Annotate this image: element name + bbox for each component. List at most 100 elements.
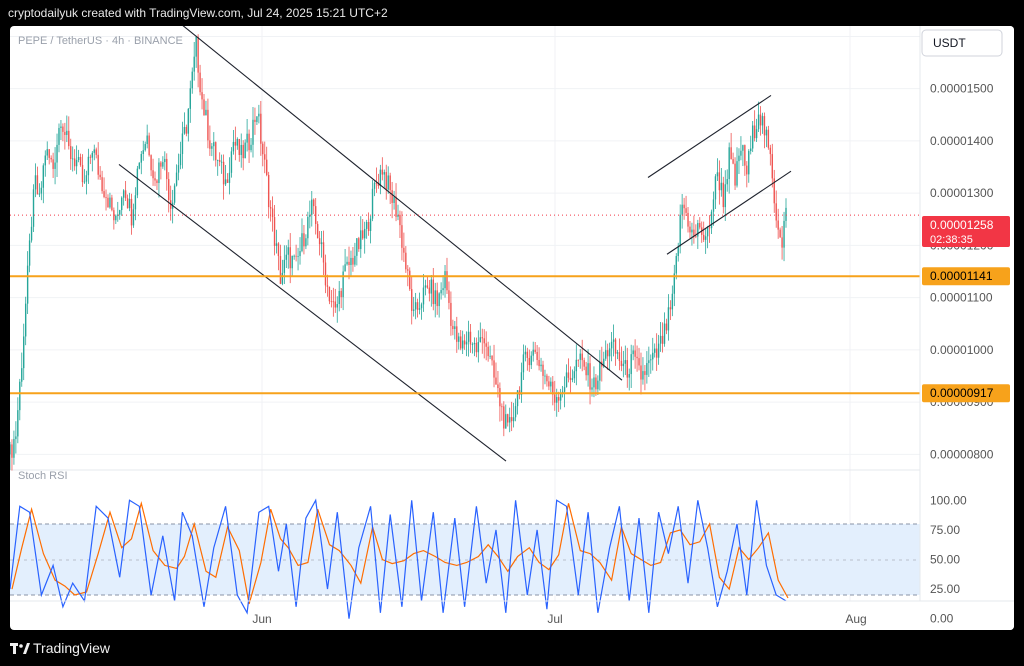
candle-up	[458, 336, 460, 342]
candle-up	[217, 160, 219, 161]
candle-down	[497, 384, 499, 389]
candle-up	[748, 151, 750, 175]
candle-up	[477, 341, 480, 353]
candle-down	[493, 360, 495, 378]
candle-down	[583, 360, 585, 367]
candle-down	[324, 262, 327, 286]
rising-channel-lower[interactable]	[666, 170, 792, 255]
candle-down	[463, 340, 466, 345]
descending-channel-upper[interactable]	[175, 26, 623, 381]
candle-up	[750, 148, 752, 152]
candle-down	[269, 207, 272, 209]
candle-up	[30, 226, 33, 241]
candle-up	[736, 161, 738, 186]
candle-down	[475, 342, 478, 353]
candle-down	[185, 126, 188, 134]
candle-up	[54, 162, 56, 169]
candle-up	[224, 179, 227, 185]
stoch-tick: 0.00	[930, 612, 954, 626]
candle-down	[130, 198, 133, 226]
candle-down	[732, 159, 734, 164]
candle-down	[767, 129, 770, 148]
candle-up	[175, 172, 178, 186]
candle-up	[573, 371, 576, 379]
candle-up	[246, 133, 248, 143]
candle-up	[420, 304, 423, 309]
candle-down	[773, 178, 775, 204]
candle-down	[334, 301, 336, 308]
candle-down	[199, 72, 201, 93]
trendlines[interactable]	[118, 26, 792, 462]
descending-channel-lower[interactable]	[118, 163, 507, 462]
candle-down	[781, 237, 783, 248]
candle-down	[730, 147, 732, 160]
candle-down	[103, 191, 105, 197]
level-tags: 0.00001141 0.00000917	[922, 267, 1010, 403]
candle-up	[28, 240, 31, 266]
candle-down	[64, 131, 66, 135]
candle-up	[162, 162, 164, 167]
candle-up	[691, 229, 693, 233]
candle-down	[73, 158, 76, 167]
candle-up	[479, 337, 482, 342]
candle-up	[44, 155, 46, 166]
candle-down	[377, 183, 380, 187]
candle-down	[385, 172, 387, 190]
candle-down	[695, 235, 697, 237]
candle-up	[697, 223, 699, 237]
candle-up	[115, 215, 117, 221]
candle-up	[338, 290, 340, 305]
price-chart[interactable]: 0.000016000.000015000.000014000.00001300…	[10, 26, 1014, 630]
stoch-k-line	[10, 498, 787, 619]
currency-button[interactable]	[921, 29, 1003, 57]
symbol-legend: PEPE / TetherUS · 4h · BINANCE	[18, 35, 183, 47]
candle-down	[295, 255, 297, 257]
candle-down	[483, 338, 485, 344]
candle-up	[189, 88, 191, 109]
candle-down	[203, 99, 205, 116]
candle-down	[262, 143, 264, 155]
candle-up	[132, 209, 135, 226]
candle-down	[79, 157, 82, 165]
candle-down	[626, 360, 628, 378]
candle-down	[242, 144, 244, 159]
candle-down	[313, 199, 315, 207]
candle-up	[785, 207, 787, 221]
horizontal-levels[interactable]	[10, 275, 920, 395]
rising-channel-upper[interactable]	[647, 95, 772, 178]
candle-up	[360, 230, 362, 250]
candle-down	[779, 229, 781, 238]
candle-up	[369, 218, 372, 231]
candle-down	[126, 198, 129, 209]
stoch-rsi-lines	[10, 498, 789, 619]
candle-down	[485, 343, 487, 347]
chart-panel[interactable]: 0.000016000.000015000.000014000.00001300…	[10, 26, 1014, 630]
candle-down	[501, 406, 503, 408]
price-tick: 0.00001400	[930, 134, 994, 148]
stoch-tick: 25.00	[930, 582, 960, 596]
candle-down	[620, 360, 623, 367]
candle-down	[222, 161, 225, 185]
candle-up	[60, 126, 62, 128]
candle-down	[403, 247, 405, 253]
candle-up	[256, 116, 258, 122]
candle-up	[299, 251, 301, 257]
candle-down	[499, 388, 501, 407]
price-tick: 0.00000800	[930, 447, 994, 461]
candle-down	[426, 285, 429, 288]
candle-up	[561, 391, 564, 393]
candle-up	[140, 153, 142, 163]
candle-up	[117, 214, 119, 216]
candle-down	[456, 326, 458, 342]
candle-down	[107, 197, 109, 208]
candle-down	[314, 206, 317, 224]
candle-up	[344, 264, 346, 272]
candle-up	[72, 158, 74, 160]
candle-up	[77, 157, 80, 161]
candle-down	[665, 323, 668, 331]
candle-up	[757, 114, 760, 130]
candle-up	[650, 359, 652, 361]
candle-up	[34, 175, 37, 190]
candle-up	[320, 242, 323, 245]
candle-up	[26, 265, 29, 304]
